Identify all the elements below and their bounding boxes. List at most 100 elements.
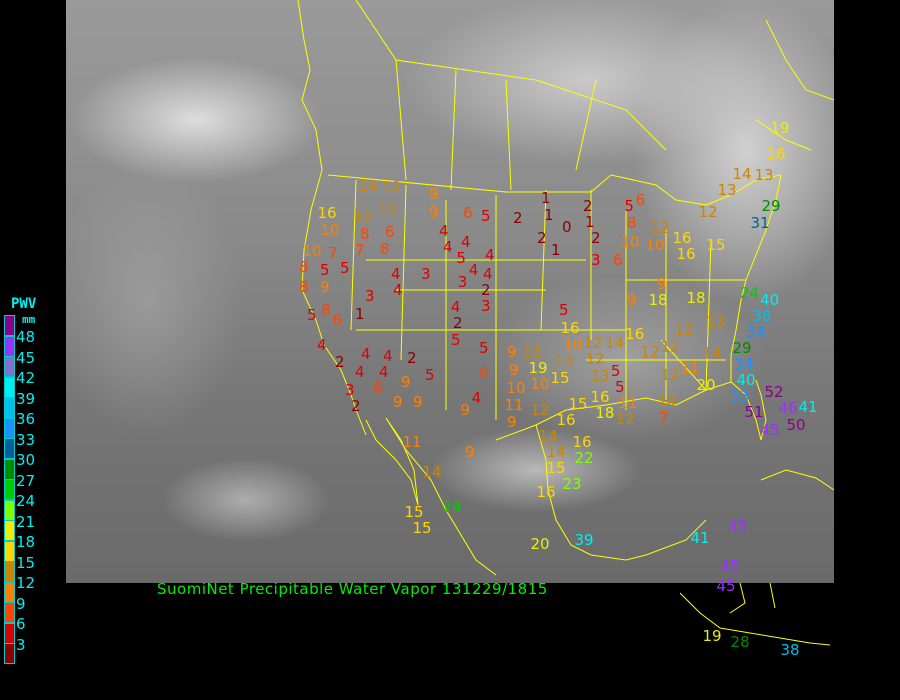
legend-swatch — [4, 356, 15, 377]
legend-label: 6 — [16, 615, 26, 633]
station-pwv-value: 4 — [355, 362, 365, 381]
station-pwv-value: 31 — [750, 213, 770, 232]
station-pwv-value: 4 — [317, 335, 327, 354]
newfoundland — [755, 19, 834, 151]
station-pwv-value: 4 — [485, 245, 495, 264]
station-pwv-value: 14 — [538, 427, 558, 446]
station-pwv-value: 11 — [504, 396, 524, 415]
legend-swatch — [4, 417, 15, 439]
station-pwv-value: 12 — [615, 410, 635, 429]
legend-swatch — [4, 499, 15, 521]
station-pwv-value: 1 — [544, 205, 554, 224]
station-pwv-value: 20 — [530, 534, 550, 553]
station-pwv-value: 0 — [562, 217, 572, 236]
legend-swatch — [4, 643, 15, 664]
station-pwv-value: 2 — [481, 281, 491, 300]
station-pwv-value: 40 — [736, 371, 756, 390]
station-pwv-value: 15 — [404, 502, 424, 521]
mexico-west-coast — [385, 417, 497, 576]
station-pwv-value: 12 — [660, 365, 680, 384]
station-pwv-value: 13 — [754, 165, 774, 184]
station-pwv-value: 4 — [439, 221, 449, 240]
station-pwv-value: 2 — [583, 196, 593, 215]
station-pwv-value: 34 — [746, 322, 766, 341]
station-pwv-value: 16 — [676, 244, 696, 263]
station-pwv-value: 4 — [483, 265, 493, 284]
station-pwv-value: 2 — [513, 208, 523, 227]
station-pwv-value: 8 — [627, 213, 637, 232]
station-pwv-value: 33 — [730, 387, 750, 406]
station-pwv-value: 9 — [507, 412, 517, 431]
station-pwv-value: 6 — [373, 379, 383, 398]
legend-swatch — [4, 520, 15, 541]
station-pwv-value: 5 — [456, 249, 466, 268]
station-pwv-value: 10 — [302, 241, 322, 260]
station-pwv-value: 10 — [320, 220, 340, 239]
station-pwv-value: 41 — [798, 397, 818, 416]
station-pwv-value: 9 — [460, 400, 470, 419]
station-pwv-value: 15 — [706, 235, 726, 254]
station-pwv-value: 4 — [393, 280, 403, 299]
station-pwv-value: 7 — [328, 243, 338, 262]
station-pwv-value: 5 — [481, 206, 491, 225]
station-pwv-value: 5 — [559, 300, 569, 319]
station-pwv-value: 16 — [590, 387, 610, 406]
station-pwv-value: 8 — [380, 239, 390, 258]
station-pwv-value: 12 — [650, 218, 670, 237]
station-pwv-value: 8 — [360, 224, 370, 243]
station-pwv-value: 5 — [624, 197, 634, 216]
station-pwv-value: 16 — [625, 324, 645, 343]
station-pwv-value: 5 — [610, 361, 621, 380]
station-pwv-value: 15 — [546, 459, 566, 478]
legend-swatch — [4, 315, 15, 336]
station-pwv-value: 10 — [530, 375, 550, 394]
cuba — [760, 469, 834, 491]
legend-label: 9 — [16, 594, 26, 613]
map-title: SuomiNet Precipitable Water Vapor 131229… — [157, 580, 548, 598]
station-pwv-value: 28 — [730, 632, 750, 651]
station-pwv-value: 18 — [595, 404, 615, 423]
station-pwv-value: 14 — [358, 176, 378, 195]
station-pwv-value: 5 — [340, 258, 350, 277]
station-pwv-value: 19 — [702, 626, 722, 645]
legend-label: 18 — [16, 533, 36, 551]
legend-swatch — [4, 458, 15, 480]
satellite-map — [66, 0, 834, 583]
boundary-lines — [297, 0, 834, 576]
station-pwv-value: 9 — [465, 442, 475, 461]
station-pwv-value: 23 — [562, 475, 582, 494]
station-pwv-value: 6 — [332, 310, 343, 329]
station-pwv-value: 13 — [590, 366, 610, 385]
station-pwv-value: 8 — [321, 300, 331, 319]
station-pwv-value: 9 — [413, 392, 423, 411]
station-pwv-value: 10 — [506, 378, 526, 397]
station-pwv-value: 4 — [471, 388, 482, 407]
station-pwv-value: 46 — [778, 399, 798, 418]
station-pwv-value: 5 — [307, 305, 317, 324]
station-pwv-value: 5 — [451, 330, 461, 349]
us-canada-border — [327, 174, 782, 206]
station-pwv-value: 1 — [585, 212, 595, 231]
station-pwv-value: 6 — [385, 223, 395, 242]
legend-label: 24 — [16, 492, 36, 510]
station-pwv-value: 8 — [299, 277, 309, 296]
station-pwv-value: 14 — [657, 392, 677, 411]
legend-label: 36 — [16, 410, 36, 428]
station-pwv-value: 1 — [355, 304, 365, 323]
station-pwv-value: 6 — [463, 203, 473, 222]
station-pwv-value: 2 — [351, 397, 361, 416]
station-pwv-value: 29 — [732, 338, 752, 357]
legend-label: 12 — [16, 574, 36, 592]
station-pwv-value: 2 — [453, 314, 463, 333]
station-pwv-value: 19 — [528, 358, 548, 377]
station-pwv-value: 11 — [680, 359, 700, 378]
station-pwv-value: 16 — [672, 228, 692, 247]
station-pwv-value: 9 — [627, 290, 637, 309]
legend-label: 21 — [16, 512, 36, 531]
station-pwv-value: 24 — [739, 283, 759, 302]
station-pwv-value: 3 — [365, 286, 375, 305]
station-pwv-value: 13 — [717, 181, 737, 200]
station-pwv-value: 1 — [541, 189, 551, 208]
station-pwv-value: 2 — [335, 352, 345, 371]
station-pwv-value: 12 — [660, 337, 680, 356]
